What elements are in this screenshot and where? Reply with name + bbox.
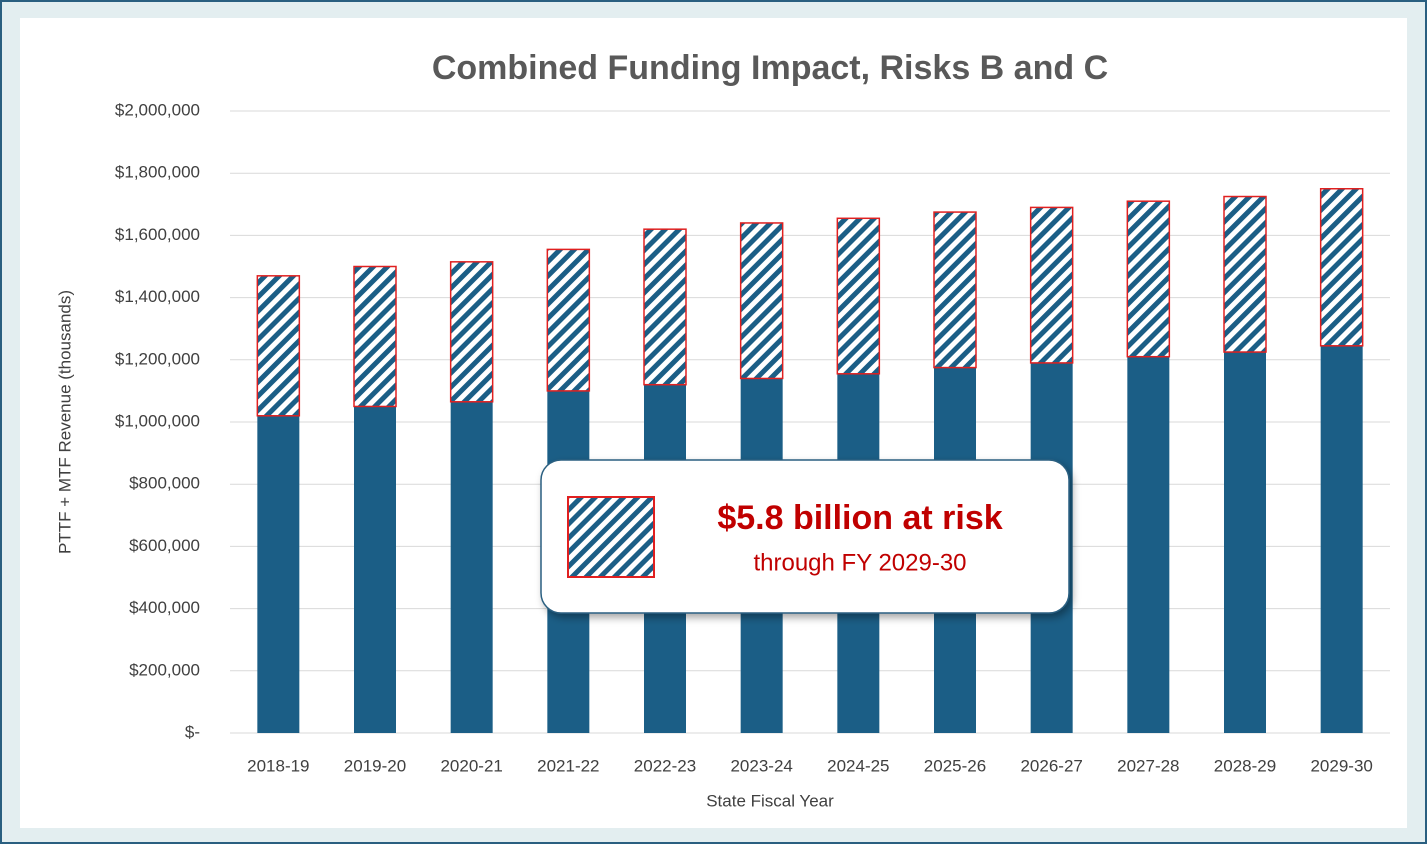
y-axis-label: PTTF + MTF Revenue (thousands) xyxy=(55,290,74,554)
x-axis-label: State Fiscal Year xyxy=(706,791,834,810)
x-tick-label: 2021-22 xyxy=(537,756,599,775)
risk-bar-segment xyxy=(546,248,591,392)
y-tick-label: $- xyxy=(185,722,200,741)
x-tick-label: 2022-23 xyxy=(634,756,696,775)
risk-bar-segment xyxy=(256,275,301,417)
callout-headline: $5.8 billion at risk xyxy=(717,499,1002,537)
callout-subtext: through FY 2029-30 xyxy=(753,549,966,576)
y-tick-label: $1,400,000 xyxy=(115,287,200,306)
x-tick-label: 2020-21 xyxy=(440,756,502,775)
risk-bar-segment xyxy=(353,265,397,408)
x-tick-label: 2028-29 xyxy=(1214,756,1276,775)
y-tick-label: $2,000,000 xyxy=(115,100,200,119)
y-tick-label: $200,000 xyxy=(129,660,200,679)
y-tick-label: $1,800,000 xyxy=(115,163,200,182)
y-tick-label: $1,000,000 xyxy=(115,411,200,430)
chart-title: Combined Funding Impact, Risks B and C xyxy=(432,49,1108,87)
base-bar-segment xyxy=(257,415,300,733)
risk-bar-segment xyxy=(1319,188,1364,347)
x-tick-label: 2023-24 xyxy=(730,756,792,775)
x-tick-label: 2018-19 xyxy=(247,756,309,775)
base-bar-segment xyxy=(1320,345,1363,733)
y-tick-label: $1,600,000 xyxy=(115,225,200,244)
x-tick-label: 2026-27 xyxy=(1020,756,1082,775)
x-tick-label: 2024-25 xyxy=(827,756,889,775)
risk-bar-segment xyxy=(933,211,977,369)
y-tick-label: $400,000 xyxy=(129,598,200,617)
x-tick-label: 2029-30 xyxy=(1310,756,1372,775)
risk-bar-segment xyxy=(643,228,687,386)
y-tick-label: $600,000 xyxy=(129,536,200,555)
plot-background xyxy=(20,18,1407,828)
legend-swatch xyxy=(567,496,655,578)
base-bar-segment xyxy=(450,401,493,733)
callout-box xyxy=(540,459,1070,614)
base-bar-segment xyxy=(354,406,396,733)
x-tick-label: 2025-26 xyxy=(924,756,986,775)
y-tick-label: $800,000 xyxy=(129,474,200,493)
risk-bar-segment xyxy=(1126,200,1171,358)
risk-bar-segment xyxy=(739,222,784,380)
base-bar-segment xyxy=(1127,356,1170,733)
risk-bar-segment xyxy=(1029,206,1074,364)
risk-bar-segment xyxy=(449,261,494,403)
risk-bar-segment xyxy=(1223,195,1267,353)
base-bar-segment xyxy=(1224,352,1266,733)
y-tick-label: $1,200,000 xyxy=(115,349,200,368)
risk-bar-segment xyxy=(836,217,881,375)
x-tick-label: 2027-28 xyxy=(1117,756,1179,775)
x-tick-label: 2019-20 xyxy=(344,756,406,775)
